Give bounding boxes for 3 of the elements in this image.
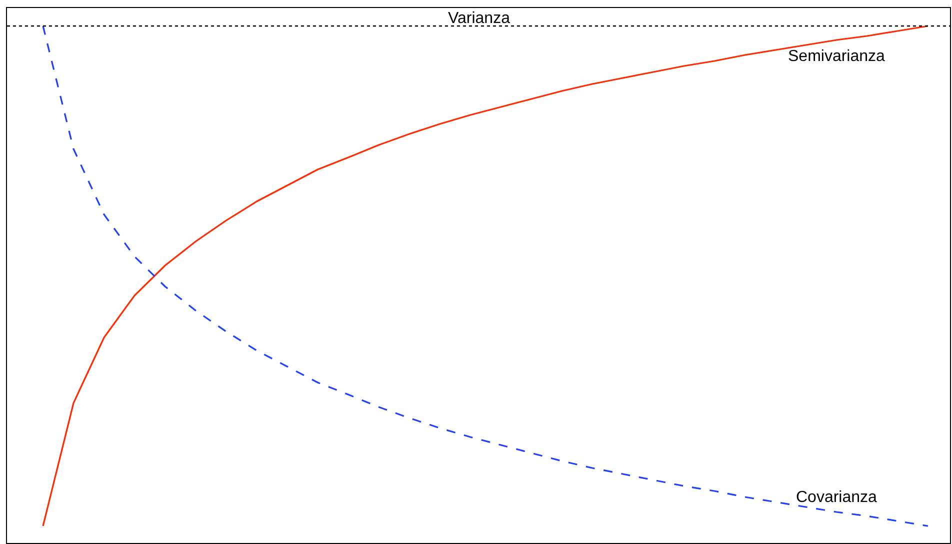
- series-label: Covarianza: [796, 489, 878, 506]
- series-label: Semivarianza: [788, 48, 886, 65]
- ref-line-label: Varianza: [448, 10, 510, 27]
